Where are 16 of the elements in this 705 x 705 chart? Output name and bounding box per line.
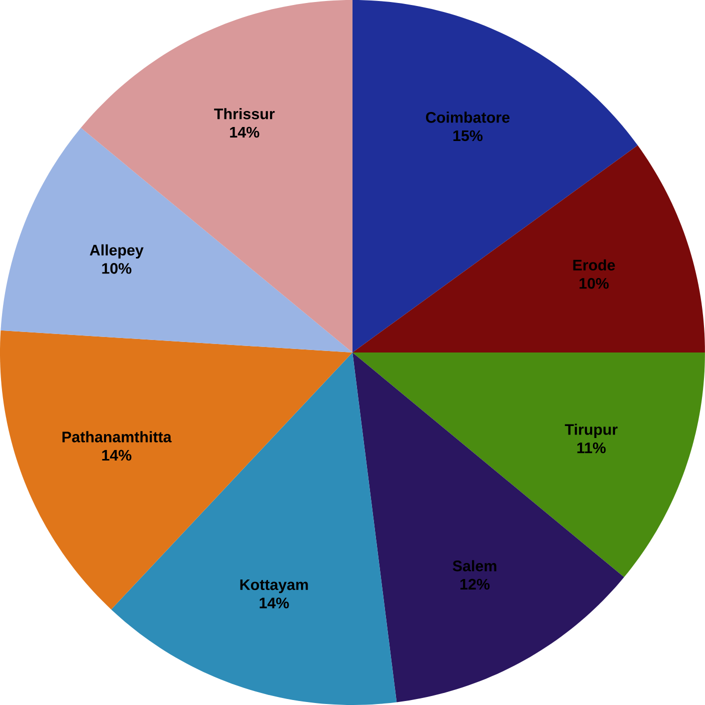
slice-label: Salem (452, 560, 496, 572)
slice-label: Erode (573, 259, 615, 271)
slice-label: Allepey (90, 244, 144, 259)
data-label: 14% (230, 126, 260, 138)
data-label: 10% (102, 263, 132, 274)
data-label: 14% (260, 598, 289, 608)
data-label: 12% (460, 578, 490, 590)
data-label: 14% (102, 450, 132, 461)
slice-label: Pathanamthitta (62, 431, 172, 442)
data-label: 10% (580, 278, 609, 289)
data-label: 11% (577, 442, 606, 454)
data-label: 15% (453, 130, 483, 142)
slice-label: Tirupur (564, 424, 618, 438)
slice-label: Coimbatore (426, 112, 510, 123)
slice-label: Kottayam (240, 579, 308, 594)
slice-label: Thrissur (214, 108, 275, 120)
